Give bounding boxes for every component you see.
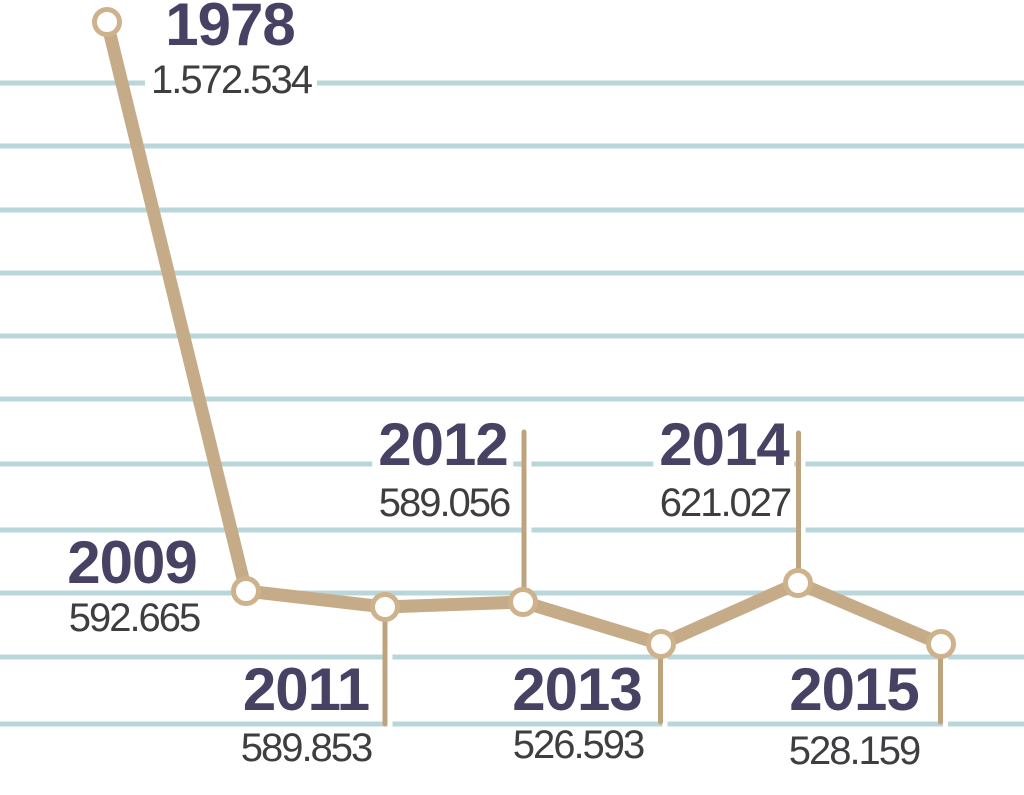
data-point-marker-2011 bbox=[370, 592, 400, 622]
value-label-1978: 1.572.534 bbox=[151, 58, 313, 102]
data-point-marker-1978 bbox=[92, 7, 122, 37]
year-label-2014: 2014 bbox=[659, 411, 790, 478]
data-point-marker-2012 bbox=[508, 587, 538, 617]
year-label-2009: 2009 bbox=[67, 529, 197, 596]
value-label-2014: 621.027 bbox=[659, 481, 793, 525]
year-label-2015: 2015 bbox=[789, 656, 919, 723]
year-label-2013: 2013 bbox=[512, 656, 642, 723]
year-label-1978: 1978 bbox=[165, 0, 295, 58]
value-label-2012: 589.056 bbox=[378, 481, 512, 525]
value-label-2009: 592.665 bbox=[68, 596, 202, 640]
value-label-2013: 526.593 bbox=[512, 723, 646, 767]
data-point-marker-2014 bbox=[783, 568, 813, 598]
value-label-2011: 589.853 bbox=[240, 726, 374, 770]
data-point-marker-2013 bbox=[646, 629, 676, 659]
data-point-marker-2015 bbox=[926, 629, 956, 659]
value-label-2015: 528.159 bbox=[788, 729, 922, 773]
year-label-2012: 2012 bbox=[378, 411, 509, 478]
data-point-marker-2009 bbox=[231, 576, 261, 606]
year-label-2011: 2011 bbox=[242, 656, 370, 723]
